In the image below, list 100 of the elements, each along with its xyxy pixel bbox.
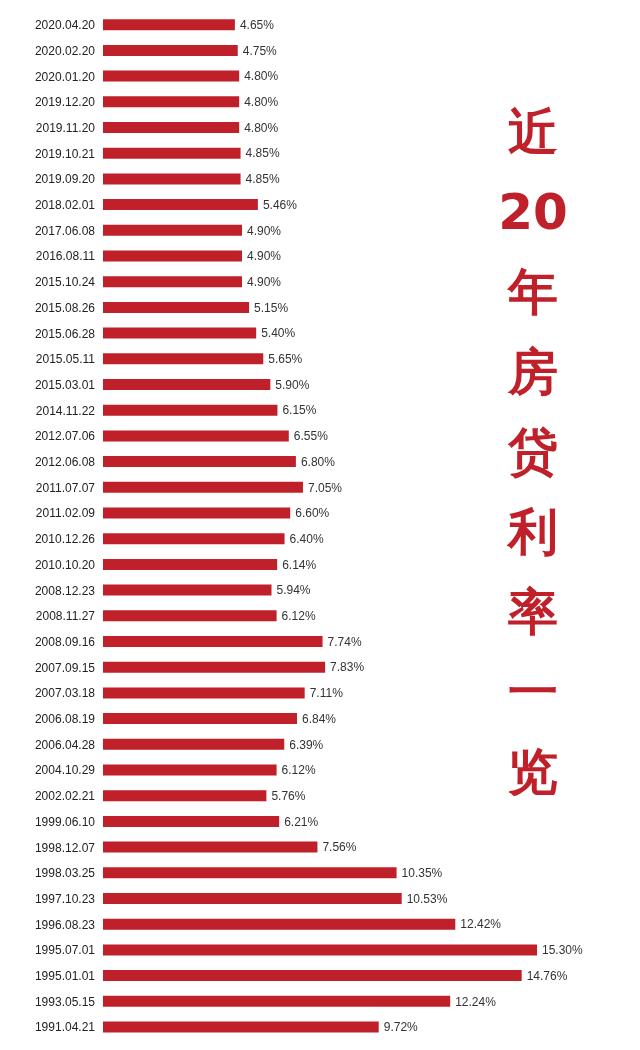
bar xyxy=(103,430,289,442)
y-tick-label: 1998.03.25 xyxy=(34,866,96,881)
data-label: 9.72% xyxy=(383,1020,419,1035)
y-tick-label: 1996.08.23 xyxy=(34,917,96,932)
data-label: 5.15% xyxy=(254,300,289,315)
bar xyxy=(103,867,397,879)
y-tick-label: 2020.02.20 xyxy=(34,43,96,58)
data-label: 4.85% xyxy=(245,146,280,161)
y-tick-label: 2020.04.20 xyxy=(34,18,96,33)
y-tick-label: 2019.09.20 xyxy=(34,172,96,187)
data-label: 12.24% xyxy=(455,994,497,1009)
y-tick-label: 1999.06.10 xyxy=(34,814,96,829)
data-label: 5.90% xyxy=(275,377,310,392)
y-tick-label: 1997.10.23 xyxy=(34,891,96,906)
y-tick-label: 1993.05.15 xyxy=(34,994,96,1009)
data-label: 7.56% xyxy=(322,840,357,855)
y-tick-label: 2020.01.20 xyxy=(34,69,96,84)
y-tick-label: 2016.08.11 xyxy=(35,249,96,264)
data-label: 14.76% xyxy=(526,968,568,983)
data-label: 5.94% xyxy=(276,583,311,598)
y-tick-label: 1995.01.01 xyxy=(34,969,96,984)
y-tick-label: 2007.03.18 xyxy=(34,686,96,701)
bar xyxy=(103,636,323,647)
bar xyxy=(103,96,240,108)
bar xyxy=(103,790,267,802)
data-label: 6.39% xyxy=(289,737,324,752)
bar xyxy=(103,584,272,596)
bar xyxy=(103,19,235,31)
bar xyxy=(103,122,240,133)
data-label: 5.46% xyxy=(262,197,298,212)
bar xyxy=(103,224,242,236)
data-label: 4.80% xyxy=(244,95,279,110)
data-label: 6.12% xyxy=(281,609,316,624)
data-label: 4.90% xyxy=(246,274,282,289)
y-tick-label: 2006.08.19 xyxy=(34,712,96,727)
data-label: 7.74% xyxy=(327,634,362,649)
y-tick-label: 2015.03.01 xyxy=(34,377,96,392)
data-label: 6.40% xyxy=(289,531,324,546)
bar xyxy=(103,379,271,390)
y-tick-label: 2007.09.15 xyxy=(34,660,96,675)
chart-title: 近20年房贷利率一览 xyxy=(498,103,568,801)
data-label: 4.75% xyxy=(242,43,278,58)
data-label: 4.80% xyxy=(244,69,279,84)
bar xyxy=(103,1021,379,1033)
y-tick-label: 1991.04.21 xyxy=(34,1020,96,1035)
data-label: 7.11% xyxy=(309,686,344,701)
y-tick-label: 2015.08.26 xyxy=(34,300,96,315)
bar xyxy=(103,301,250,313)
data-label: 7.05% xyxy=(307,480,343,495)
y-tick-label: 2012.06.08 xyxy=(34,455,96,470)
y-tick-label: 2014.11.22 xyxy=(35,403,96,418)
data-label: 6.55% xyxy=(293,429,329,444)
data-label: 4.65% xyxy=(239,17,275,32)
bar xyxy=(103,841,318,853)
y-tick-label: 1998.12.07 xyxy=(34,840,96,855)
y-tick-label: 2010.12.26 xyxy=(34,532,96,547)
bar xyxy=(103,610,277,622)
bar xyxy=(103,738,285,750)
bar xyxy=(103,661,326,673)
bar xyxy=(103,327,257,339)
bar xyxy=(103,558,278,570)
bar xyxy=(103,456,296,468)
bar xyxy=(103,173,241,185)
data-label: 4.90% xyxy=(246,223,282,238)
bar xyxy=(103,276,242,288)
data-label: 10.35% xyxy=(401,866,443,881)
data-label: 4.90% xyxy=(246,249,282,264)
data-label: 4.85% xyxy=(245,172,280,187)
bar xyxy=(103,70,240,82)
y-tick-label: 2011.02.09 xyxy=(35,506,96,521)
bar xyxy=(103,918,456,930)
data-label: 6.15% xyxy=(282,403,317,418)
y-tick-label: 2008.09.16 xyxy=(34,634,96,649)
data-label: 6.80% xyxy=(300,454,336,469)
bar xyxy=(103,507,291,519)
y-tick-label: 2004.10.29 xyxy=(34,763,96,778)
bar xyxy=(103,353,264,365)
y-tick-label: 2019.12.20 xyxy=(34,95,96,110)
y-tick-label: 2015.06.28 xyxy=(34,326,96,341)
y-tick-label: 2015.10.24 xyxy=(34,275,96,290)
bar xyxy=(103,404,278,416)
y-tick-label: 2017.06.08 xyxy=(34,223,96,238)
bar xyxy=(103,764,277,776)
data-label: 5.76% xyxy=(271,788,306,803)
bar xyxy=(103,815,280,827)
y-tick-label: 2011.07.07 xyxy=(35,480,96,495)
y-tick-label: 2018.02.01 xyxy=(34,198,96,213)
bar xyxy=(103,944,537,956)
bar xyxy=(103,533,285,545)
y-tick-label: 2006.04.28 xyxy=(34,737,96,752)
bar xyxy=(103,995,451,1007)
data-label: 6.14% xyxy=(282,557,317,572)
y-tick-label: 2019.11.20 xyxy=(35,120,96,135)
data-label: 10.53% xyxy=(406,891,448,906)
data-label: 7.83% xyxy=(330,660,365,675)
bar xyxy=(103,250,242,262)
y-tick-label: 2015.05.11 xyxy=(35,352,96,367)
bar xyxy=(103,199,258,211)
y-tick-label: 1995.07.01 xyxy=(34,943,96,958)
bar xyxy=(103,687,305,699)
